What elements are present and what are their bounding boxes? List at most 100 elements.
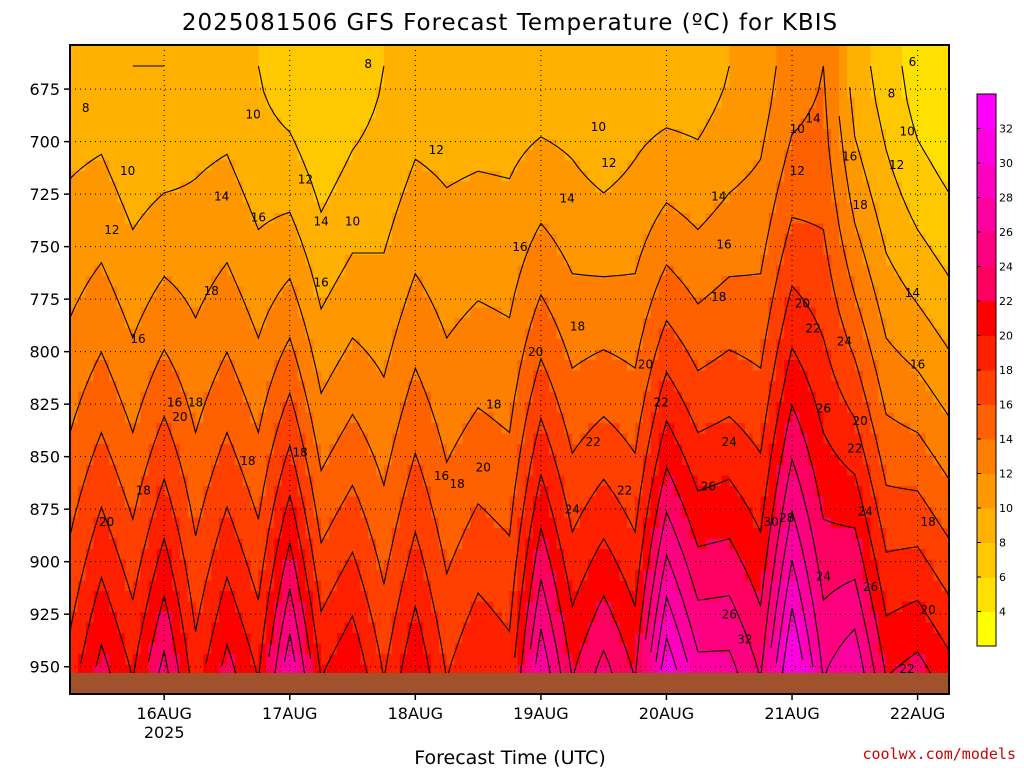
temperature-cell [274, 297, 283, 309]
temperature-cell [274, 549, 283, 561]
temperature-cell [376, 622, 385, 634]
temperature-cell [336, 517, 346, 529]
temperature-cell [690, 328, 699, 340]
temperature-cell [376, 370, 385, 382]
temperature-cell [250, 643, 259, 655]
temperature-cell [187, 339, 197, 351]
temperature-cell [454, 402, 463, 414]
temperature-cell [611, 538, 620, 550]
temperature-cell [501, 517, 511, 529]
temperature-cell [336, 381, 346, 393]
temperature-cell [454, 349, 463, 361]
temperature-cell [368, 129, 377, 141]
temperature-cell [650, 118, 660, 130]
temperature-cell [70, 339, 79, 351]
temperature-cell [368, 381, 377, 393]
temperature-cell [399, 108, 408, 120]
temperature-cell [242, 87, 252, 99]
temperature-cell [690, 192, 699, 204]
temperature-cell [70, 654, 79, 666]
temperature-cell [650, 160, 660, 172]
temperature-cell [187, 192, 197, 204]
temperature-cell [619, 45, 628, 57]
temperature-cell [77, 496, 87, 508]
temperature-cell [360, 55, 369, 67]
temperature-cell [674, 433, 683, 445]
temperature-cell [305, 318, 314, 330]
temperature-cell [352, 507, 361, 519]
temperature-cell [164, 360, 173, 372]
temperature-cell [431, 139, 440, 151]
temperature-cell [258, 118, 267, 130]
temperature-cell [156, 108, 165, 120]
temperature-cell [415, 45, 424, 57]
temperature-cell [454, 601, 463, 613]
temperature-cell [352, 486, 361, 498]
temperature-cell [580, 517, 589, 529]
temperature-cell [203, 444, 212, 456]
temperature-cell [383, 297, 393, 309]
temperature-cell [415, 423, 424, 435]
temperature-cell [101, 444, 110, 456]
temperature-cell [446, 664, 456, 676]
temperature-cell [258, 622, 267, 634]
temperature-cell [117, 538, 126, 550]
temperature-cell [415, 559, 424, 571]
temperature-cell [486, 286, 495, 298]
temperature-cell [674, 328, 683, 340]
temperature-cell [627, 412, 636, 424]
temperature-cell [595, 549, 605, 561]
temperature-cell [250, 276, 259, 288]
temperature-cell [399, 55, 408, 67]
temperature-cell [117, 643, 126, 655]
temperature-cell [588, 129, 597, 141]
temperature-cell [580, 465, 589, 477]
temperature-cell [682, 549, 691, 561]
temperature-cell [250, 87, 259, 99]
temperature-cell [611, 601, 620, 613]
temperature-cell [690, 223, 699, 235]
temperature-cell [289, 150, 299, 162]
temperature-cell [203, 339, 212, 351]
temperature-cell [493, 244, 503, 256]
temperature-cell [540, 255, 550, 267]
temperature-cell [533, 118, 542, 130]
temperature-cell [556, 223, 565, 235]
temperature-cell [234, 255, 244, 267]
temperature-cell [595, 391, 605, 403]
temperature-cell [289, 423, 299, 435]
temperature-cell [250, 349, 259, 361]
temperature-cell [462, 423, 471, 435]
temperature-cell [140, 559, 149, 571]
temperature-cell [399, 643, 408, 655]
temperature-cell [368, 601, 377, 613]
temperature-cell [360, 307, 369, 319]
temperature-cell [470, 286, 479, 298]
temperature-cell [234, 517, 244, 529]
temperature-cell [697, 391, 707, 403]
temperature-cell [376, 360, 385, 372]
temperature-cell [93, 622, 102, 634]
temperature-cell [501, 622, 511, 634]
temperature-cell [548, 171, 558, 183]
temperature-cell [580, 664, 589, 676]
temperature-cell [431, 118, 440, 130]
temperature-cell [85, 318, 95, 330]
temperature-cell [227, 559, 236, 571]
temperature-cell [172, 171, 181, 183]
temperature-cell [446, 486, 456, 498]
temperature-cell [486, 381, 495, 393]
temperature-cell [690, 181, 699, 193]
temperature-cell [313, 171, 322, 183]
temperature-cell [580, 633, 589, 645]
temperature-cell [446, 370, 456, 382]
temperature-cell [454, 97, 463, 109]
temperature-cell [195, 465, 204, 477]
temperature-cell [391, 391, 401, 403]
temperature-cell [344, 328, 354, 340]
temperature-cell [399, 612, 408, 624]
temperature-cell [399, 45, 408, 57]
temperature-cell [509, 45, 518, 57]
temperature-cell [289, 580, 299, 592]
temperature-cell [164, 433, 173, 445]
